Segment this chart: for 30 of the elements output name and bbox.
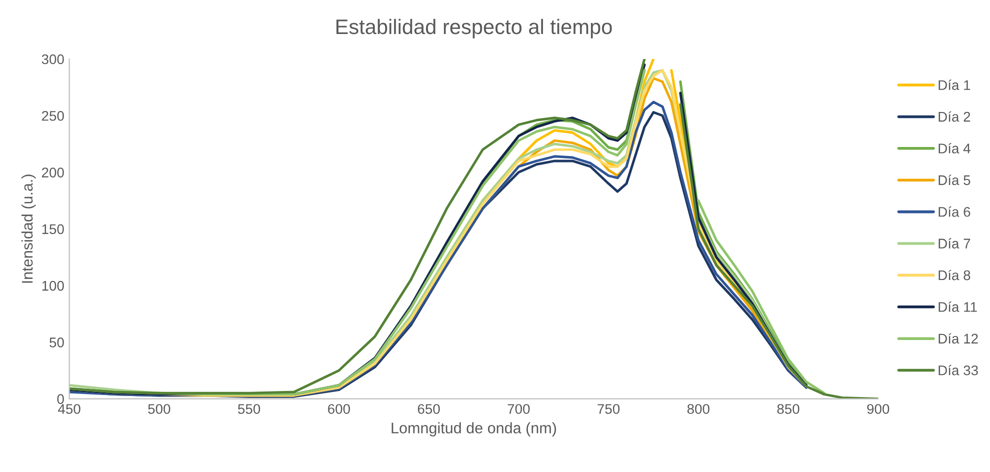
x-tick-label: 900 bbox=[867, 404, 890, 414]
legend-label: Día 11 bbox=[938, 302, 977, 312]
y-tick-label: 200 bbox=[42, 168, 64, 178]
x-tick-label: 800 bbox=[687, 404, 710, 414]
x-tick-label: 850 bbox=[777, 404, 800, 414]
legend-label: Día 2 bbox=[938, 111, 970, 122]
x-tick-label: 600 bbox=[328, 404, 350, 414]
legend-label: Día 12 bbox=[938, 333, 978, 344]
legend-label: Día 5 bbox=[938, 174, 970, 186]
x-tick-label: 500 bbox=[148, 404, 170, 414]
legend-label: Día 1 bbox=[938, 80, 970, 90]
x-tick-label: 550 bbox=[238, 404, 260, 414]
legend-label: Día 33 bbox=[938, 364, 978, 376]
y-tick-label: 300 bbox=[42, 54, 64, 64]
x-tick-label: 750 bbox=[598, 404, 620, 414]
legend-label: Día 6 bbox=[938, 206, 970, 217]
x-axis-title: Lomngitud de onda (nm) bbox=[392, 422, 556, 436]
y-tick-label: 50 bbox=[50, 338, 64, 348]
x-tick-label: 450 bbox=[58, 404, 80, 414]
y-tick-label: 150 bbox=[42, 224, 64, 234]
x-tick-label: 650 bbox=[418, 404, 440, 414]
x-tick-label: 700 bbox=[508, 404, 530, 414]
y-tick-label: 100 bbox=[42, 280, 64, 291]
y-tick-label: 250 bbox=[42, 110, 64, 121]
chart-title: Estabilidad respecto al tiempo bbox=[336, 18, 612, 38]
legend-label: Día 7 bbox=[938, 238, 970, 248]
y-axis-title: Intensidad (u.a.) bbox=[21, 174, 36, 283]
legend-label: Día 8 bbox=[938, 270, 970, 280]
y-tick-label: 0 bbox=[57, 394, 64, 404]
legend-label: Día 4 bbox=[938, 143, 970, 154]
